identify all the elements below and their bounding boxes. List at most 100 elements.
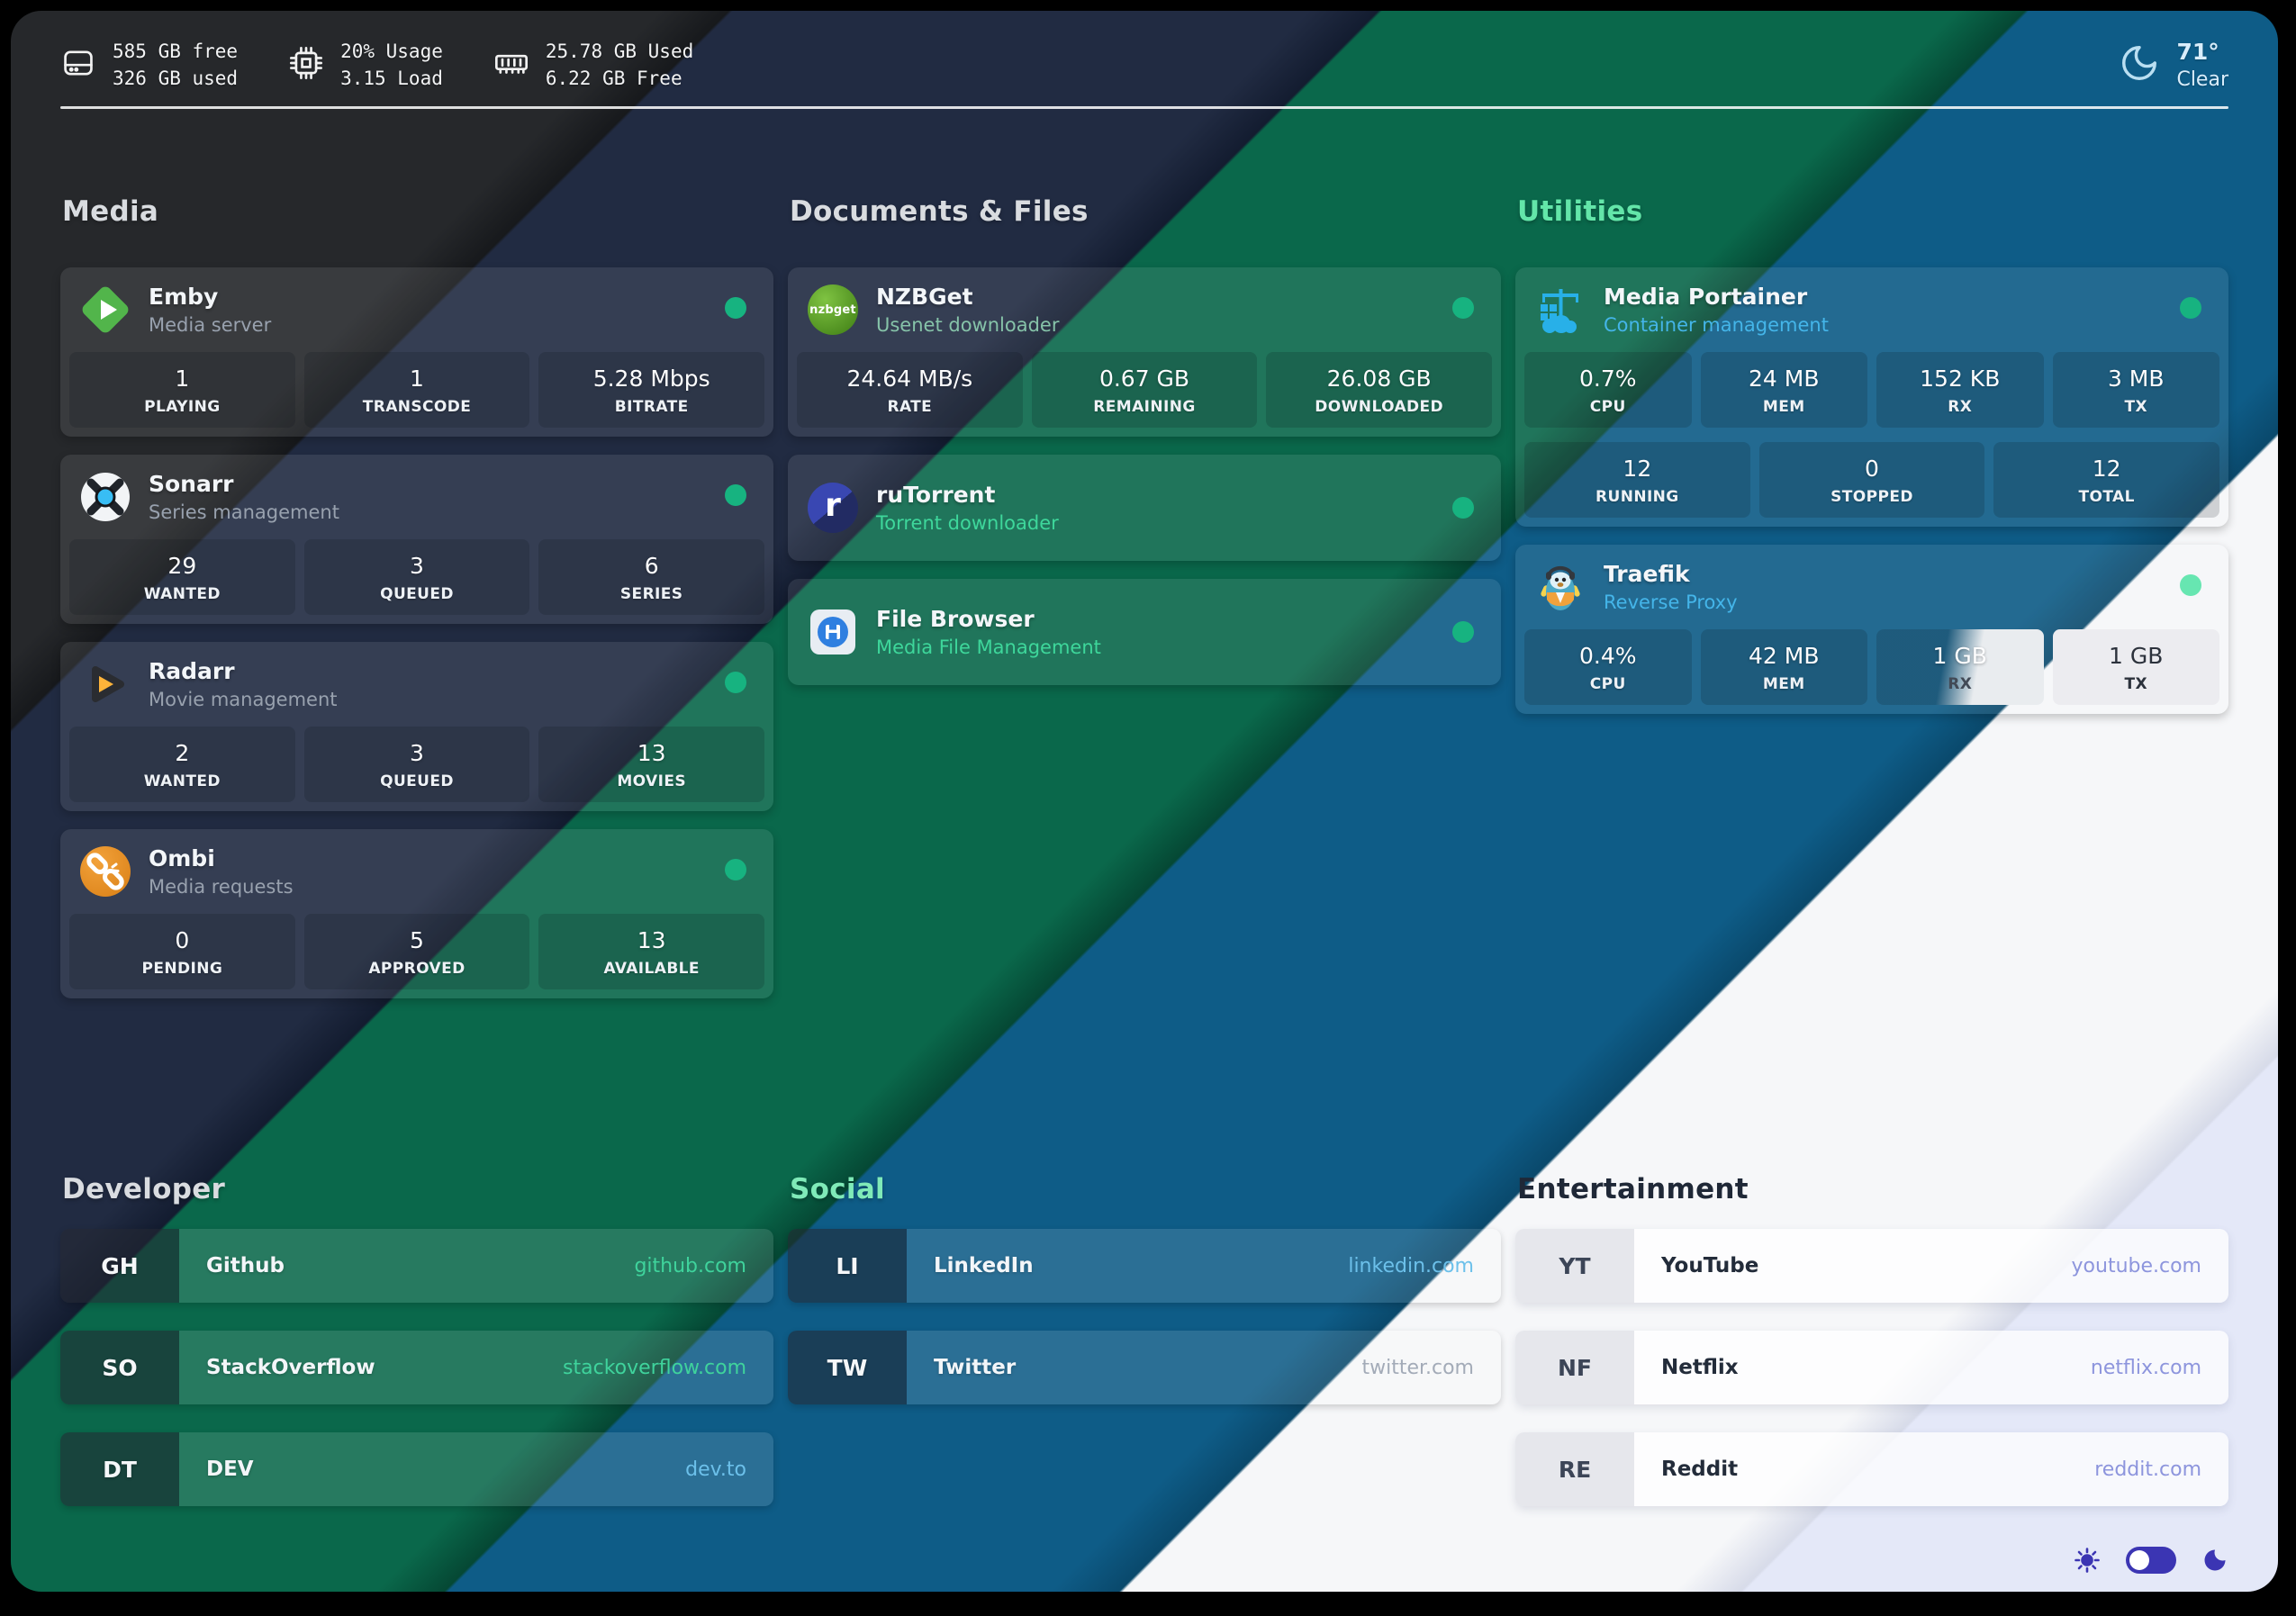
status-dot: [725, 484, 746, 506]
bookmark-twitter[interactable]: TW Twitter twitter.com: [788, 1331, 1501, 1404]
bookmark-name: Twitter: [934, 1356, 1017, 1379]
status-dot: [725, 297, 746, 319]
portainer-icon: [1535, 284, 1586, 335]
service-subtitle: Media requests: [149, 876, 294, 898]
disk-free: 585 GB free: [113, 41, 239, 62]
status-dot: [1452, 497, 1474, 519]
memory-used: 25.78 GB Used: [545, 41, 694, 62]
service-subtitle: Torrent downloader: [876, 512, 1059, 534]
group-title: Social: [790, 1173, 885, 1205]
bookmark-github[interactable]: GH Github github.com: [60, 1229, 773, 1303]
bookmark-name: Netflix: [1661, 1356, 1739, 1379]
stat-block: 42 MB MEM: [1700, 629, 1867, 705]
status-dot: [1452, 297, 1474, 319]
service-card-traefik[interactable]: Traefik Reverse Proxy 0.4% CPU 42 MB MEM 1…: [1515, 545, 2228, 714]
bookmark-domain: dev.to: [685, 1458, 746, 1481]
service-subtitle: Media server: [149, 314, 272, 336]
theme-toggles: [2074, 1547, 2228, 1574]
bookmark-abbr: GH: [60, 1229, 179, 1303]
dark-mode-icon[interactable]: [2201, 1547, 2228, 1574]
stat-block: 24.64 MB/s RATE: [797, 352, 1023, 428]
stat-block: 24 MB MEM: [1700, 352, 1867, 428]
bookmark-domain: linkedin.com: [1348, 1254, 1474, 1277]
stat-block: 1 TRANSCODE: [303, 352, 530, 428]
traefik-icon: [1535, 562, 1586, 612]
cpu-widget: 20% Usage 3.15 Load: [288, 38, 443, 92]
bookmark-abbr: TW: [788, 1331, 907, 1404]
dashboard-screen: 585 GB free 326 GB used 20% Usage 3.15 Loa…: [11, 11, 2278, 1592]
service-card-radarr[interactable]: Radarr Movie management 2 WANTED 3 QUEUED …: [60, 642, 773, 811]
service-card-ombi[interactable]: Ombi Media requests 0 PENDING 5 APPROVED 1…: [60, 829, 773, 998]
stat-block: 29 WANTED: [69, 539, 295, 615]
bookmark-netflix[interactable]: NF Netflix netflix.com: [1515, 1331, 2228, 1404]
stat-block: 1 GB RX: [1876, 629, 2044, 705]
bookmark-name: DEV: [206, 1458, 254, 1481]
bookmark-reddit[interactable]: RE Reddit reddit.com: [1515, 1432, 2228, 1506]
bookmark-abbr: NF: [1515, 1331, 1634, 1404]
sonarr-icon: [80, 472, 131, 522]
stat-block: 0.7% CPU: [1524, 352, 1692, 428]
memory-free: 6.22 GB Free: [545, 68, 682, 89]
disk-widget: 585 GB free 326 GB used: [60, 38, 238, 92]
status-dot: [1452, 621, 1474, 643]
service-title: ruTorrent: [876, 482, 996, 508]
status-dot: [725, 859, 746, 880]
bookmark-name: YouTube: [1661, 1254, 1759, 1277]
bookmark-dev[interactable]: DT DEV dev.to: [60, 1432, 773, 1506]
bookmark-linkedin[interactable]: LI LinkedIn linkedin.com: [788, 1229, 1501, 1303]
service-card-filebrowser[interactable]: File Browser Media File Management: [788, 579, 1501, 685]
service-card-nzbget[interactable]: nzbget NZBGet Usenet downloader 24.64 MB…: [788, 267, 1501, 437]
stat-block: 5 APPROVED: [303, 914, 530, 989]
system-bar: 585 GB free 326 GB used 20% Usage 3.15 Loa…: [60, 11, 2228, 92]
group-documents: Documents & Files nzbget NZBGet Usenet d…: [788, 195, 1501, 1173]
status-dot: [2180, 574, 2201, 596]
bookmark-abbr: SO: [60, 1331, 179, 1404]
emby-icon: [79, 284, 131, 336]
bookmark-name: Reddit: [1661, 1458, 1739, 1481]
nzbget-icon: nzbget: [808, 284, 858, 335]
group-title: Documents & Files: [790, 195, 1089, 228]
status-dot: [725, 672, 746, 693]
bookmark-domain: stackoverflow.com: [563, 1356, 746, 1379]
service-subtitle: Media File Management: [876, 636, 1101, 658]
service-card-emby[interactable]: Emby Media server 1 PLAYING 1 TRANSCODE 5.…: [60, 267, 773, 437]
bookmark-stackoverflow[interactable]: SO StackOverflow stackoverflow.com: [60, 1331, 773, 1404]
group-utilities: Utilities Media Portainer Container: [1515, 195, 2228, 1173]
stat-block: 3 MB TX: [2052, 352, 2219, 428]
stat-block: 0.4% CPU: [1524, 629, 1692, 705]
theme-toggle-switch[interactable]: [2126, 1547, 2176, 1574]
bookmark-domain: twitter.com: [1361, 1356, 1474, 1379]
bookmark-youtube[interactable]: YT YouTube youtube.com: [1515, 1229, 2228, 1303]
stat-block: 3 QUEUED: [303, 539, 530, 615]
group-title: Entertainment: [1517, 1173, 1749, 1205]
filebrowser-icon: [808, 607, 858, 657]
toggle-knob: [2129, 1550, 2149, 1570]
cpu-usage: 20% Usage: [340, 41, 443, 62]
bookmark-abbr: YT: [1515, 1229, 1634, 1303]
stat-block: 12 TOTAL: [1993, 442, 2220, 518]
ombi-icon: [80, 846, 131, 897]
stat-block: 13 MOVIES: [538, 727, 765, 802]
service-card-portainer[interactable]: Media Portainer Container management 0.7…: [1515, 267, 2228, 527]
stat-block: 5.28 Mbps BITRATE: [538, 352, 765, 428]
weather-widget: 71° Clear: [2119, 39, 2228, 91]
header-divider: [60, 106, 2228, 109]
service-title: Radarr: [149, 658, 235, 684]
bookmark-domain: netflix.com: [2090, 1356, 2201, 1379]
cpu-icon: [288, 45, 324, 85]
bookmark-name: StackOverflow: [206, 1356, 375, 1379]
light-mode-icon[interactable]: [2074, 1547, 2101, 1574]
service-title: Emby: [149, 284, 219, 310]
status-dot: [2180, 297, 2201, 319]
service-card-sonarr[interactable]: Sonarr Series management 29 WANTED 3 QUEUE…: [60, 455, 773, 624]
rutorrent-icon: r: [808, 483, 858, 533]
radarr-icon: [80, 659, 131, 709]
service-subtitle: Usenet downloader: [876, 314, 1060, 336]
stat-block: 6 SERIES: [538, 539, 765, 615]
group-entertainment: Entertainment YT YouTube youtube.com NF …: [1515, 1173, 2228, 1534]
stat-block: 0 STOPPED: [1758, 442, 1985, 518]
stat-block: 1 PLAYING: [69, 352, 295, 428]
hard-disk-icon: [60, 45, 96, 85]
service-card-rutorrent[interactable]: r ruTorrent Torrent downloader: [788, 455, 1501, 561]
service-title: Ombi: [149, 845, 215, 871]
